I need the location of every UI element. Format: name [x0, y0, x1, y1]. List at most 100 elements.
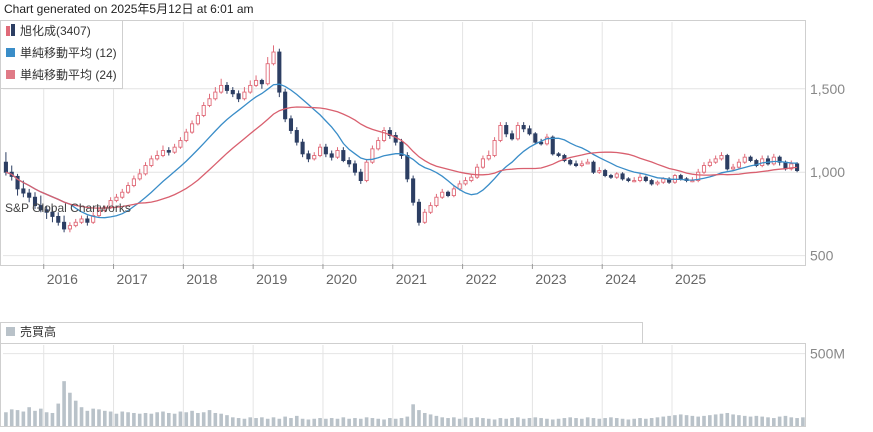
volume-bar	[33, 410, 37, 426]
candle-body	[527, 128, 532, 135]
candle	[96, 207, 102, 218]
candle-body	[701, 165, 707, 173]
candle	[56, 212, 61, 226]
x-tick-label: 2019	[256, 271, 287, 287]
volume-bar	[277, 418, 282, 426]
candle-body	[166, 150, 171, 153]
volume-bar	[149, 413, 154, 426]
y-tick-label: 1,500	[810, 81, 845, 97]
candle-body	[73, 221, 78, 227]
square-icon	[6, 48, 15, 57]
candle	[713, 155, 718, 164]
volume-bar	[271, 417, 276, 426]
candle-body	[288, 118, 294, 131]
candle	[585, 158, 590, 165]
candle-body	[440, 191, 445, 198]
volume-bar	[137, 413, 142, 426]
candle-body	[661, 178, 666, 183]
candle-body	[213, 91, 218, 100]
candle	[172, 143, 177, 154]
candle	[475, 163, 480, 179]
candle	[509, 130, 515, 141]
candle	[544, 133, 549, 146]
candle	[504, 122, 509, 138]
volume-bar	[213, 412, 218, 426]
volume-bar	[597, 418, 602, 426]
candle	[370, 145, 375, 164]
volume-bar	[155, 412, 159, 426]
volume-bar	[248, 417, 253, 426]
candle-body	[323, 146, 328, 155]
volume-bar	[725, 412, 730, 426]
volume-bar	[603, 418, 607, 426]
candle	[21, 180, 26, 198]
volume-bar	[166, 412, 171, 426]
candle	[219, 78, 224, 94]
volume-bar	[341, 417, 346, 426]
candle	[201, 102, 206, 118]
candle	[533, 132, 538, 144]
candle-body	[259, 79, 264, 85]
candle-body	[539, 141, 544, 145]
candle	[725, 153, 730, 171]
candle	[632, 177, 637, 183]
candle-body	[603, 170, 608, 176]
candle	[38, 195, 43, 213]
candle-body	[550, 136, 555, 155]
x-tick-label: 2018	[186, 271, 217, 287]
legend-box	[0, 20, 123, 89]
candle-body	[463, 180, 468, 185]
candle	[306, 150, 311, 163]
candle	[213, 87, 218, 101]
candle-body	[748, 156, 753, 161]
volume-bar	[4, 412, 8, 426]
candle	[789, 160, 794, 171]
volume-bar	[411, 404, 415, 426]
candle-body	[318, 146, 323, 156]
candle	[422, 208, 427, 224]
candle	[160, 145, 166, 158]
volume-bar	[783, 415, 788, 426]
volume-grid	[3, 345, 805, 426]
candle-body	[190, 123, 195, 133]
candle	[492, 137, 497, 158]
volume-bar	[114, 413, 119, 426]
volume-bar	[644, 418, 648, 426]
volume-bar	[772, 418, 776, 426]
candle	[323, 143, 328, 158]
candle-body	[469, 176, 474, 182]
volume-panel-frame	[0, 343, 806, 427]
candle-body	[515, 125, 520, 140]
candle	[527, 125, 532, 136]
volume-bar	[475, 417, 479, 426]
volume-bar	[306, 419, 311, 426]
x-tick-label: 2025	[675, 271, 706, 287]
volume-bar	[265, 418, 270, 426]
volume-bar	[440, 417, 445, 426]
candle-body	[643, 176, 648, 182]
volume-bar	[504, 418, 509, 426]
volume-bar	[132, 412, 136, 426]
candle-body	[451, 188, 456, 197]
candle-body	[771, 156, 776, 165]
candle	[445, 190, 451, 198]
volume-bar	[79, 407, 84, 426]
volume-bar	[294, 415, 299, 426]
candle-body	[347, 160, 352, 165]
candle	[62, 215, 67, 233]
candle-body	[306, 153, 311, 160]
candle	[434, 193, 439, 208]
volume-bar	[556, 418, 561, 426]
candle-body	[579, 163, 584, 166]
candle-body	[754, 160, 759, 166]
candle-body	[27, 192, 32, 198]
candle-body	[777, 156, 782, 163]
volume-bar	[353, 418, 357, 426]
candle	[259, 78, 264, 89]
candle-body	[637, 176, 643, 182]
candle-icon	[6, 26, 10, 36]
volume-bar	[609, 417, 613, 426]
candle	[742, 153, 747, 164]
candle	[73, 218, 78, 228]
